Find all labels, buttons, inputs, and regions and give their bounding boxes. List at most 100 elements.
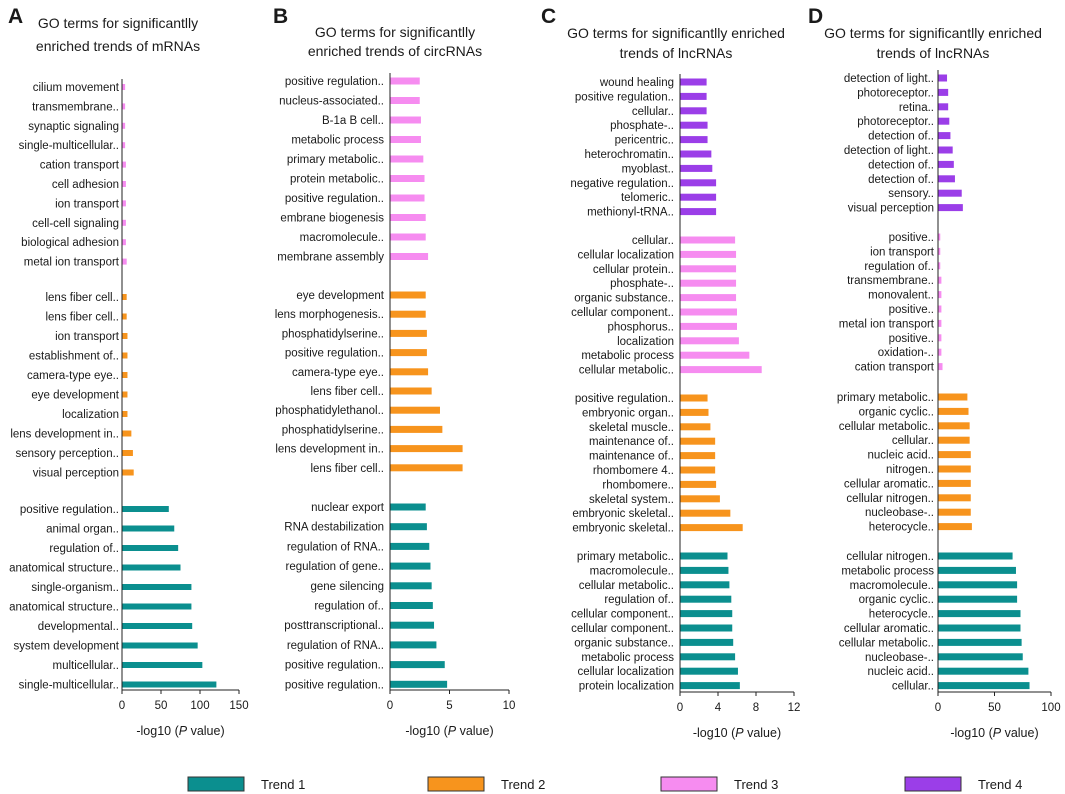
series-trend-1: nuclear export RNA destabilization regulat… — [284, 502, 448, 691]
series-trend-1: positive regulation.. animal organ.. regul… — [9, 504, 217, 692]
category-label: nucleic acid.. — [868, 666, 934, 678]
bar — [390, 175, 425, 182]
legend-swatch — [660, 776, 718, 792]
chart-title-line: GO terms for significantlly — [38, 15, 198, 31]
bar — [680, 566, 729, 574]
category-label: metabolic process — [841, 565, 934, 577]
bar — [680, 265, 737, 273]
bar — [938, 451, 971, 459]
category-label: regulation of.. — [864, 261, 934, 273]
bar — [390, 562, 431, 570]
bar — [390, 425, 443, 433]
bar — [122, 333, 128, 339]
category-label: organic cyclic.. — [859, 594, 934, 606]
category-label: organic cyclic.. — [859, 406, 934, 418]
category-label: positive regulation.. — [285, 193, 384, 205]
bar — [390, 387, 432, 395]
category-label: synaptic signaling — [28, 121, 119, 133]
category-label: membrane assembly — [277, 252, 384, 264]
bar — [938, 117, 950, 125]
bar — [122, 294, 127, 300]
category-label: monovalent.. — [868, 290, 934, 302]
bar — [122, 545, 179, 551]
bar — [680, 236, 736, 244]
category-label: animal organ.. — [46, 524, 119, 536]
category-label: regulation of.. — [314, 601, 384, 613]
panel-letter: C — [541, 5, 556, 28]
panel-letter: A — [8, 5, 23, 28]
category-label: developmental.. — [38, 621, 119, 633]
category-label: phosphate-.. — [610, 120, 674, 132]
category-label: gene silencing — [310, 581, 384, 593]
panel-C: C GO terms for significantlly enriched tre… — [541, 5, 800, 740]
legend: Trend 1 Trend 2 Trend 3 Trend 4 — [187, 776, 1022, 792]
bar — [938, 610, 1021, 618]
chart-title-line: enriched trends of circRNAs — [308, 43, 482, 59]
panel-B: B GO terms for significantlly enriched tre… — [273, 5, 515, 738]
category-label: RNA destabilization — [284, 522, 384, 534]
bar — [390, 406, 440, 414]
category-label: anatomical structure.. — [9, 563, 119, 575]
category-label: positive regulation.. — [20, 504, 119, 516]
category-label: embryonic skeletal.. — [572, 508, 674, 520]
category-label: cellular metabolic.. — [839, 421, 934, 433]
bar — [938, 305, 942, 313]
legend-label: Trend 4 — [978, 777, 1022, 792]
bar — [122, 352, 128, 359]
bar — [390, 214, 426, 221]
category-label: cellular.. — [892, 435, 934, 447]
bar — [122, 84, 126, 90]
bar — [390, 445, 463, 453]
bar — [680, 524, 743, 532]
category-label: sensory.. — [888, 188, 934, 200]
bar — [680, 552, 728, 560]
category-label: primary metabolic.. — [287, 154, 384, 166]
bar — [938, 334, 942, 342]
category-label: anatomical structure.. — [9, 602, 119, 614]
bar — [680, 366, 762, 374]
bar — [938, 262, 941, 270]
bar — [122, 584, 192, 590]
category-label: cell adhesion — [52, 179, 119, 191]
category-label: cellular metabolic.. — [839, 637, 934, 649]
bar — [680, 279, 737, 287]
category-label: metal ion transport — [839, 318, 935, 330]
bar — [938, 479, 971, 487]
category-label: cellular nitrogen.. — [846, 551, 934, 563]
bar — [938, 204, 963, 212]
x-tick-label: 0 — [677, 702, 683, 714]
bar — [938, 494, 971, 502]
x-tick-label: 0 — [387, 700, 393, 712]
category-label: single-multicellular.. — [19, 140, 119, 152]
bar — [390, 194, 425, 202]
bar — [680, 322, 737, 330]
legend-swatch — [427, 776, 485, 792]
bar — [390, 464, 463, 472]
category-label: regulation of RNA.. — [287, 640, 384, 652]
category-label: single-multicellular.. — [19, 680, 119, 692]
chart-title-line: enriched trends of mRNAs — [36, 38, 200, 54]
category-label: maintenance of.. — [589, 451, 674, 463]
category-label: detection of.. — [868, 174, 934, 186]
category-label: transmembrane.. — [847, 275, 934, 287]
bar — [390, 661, 445, 669]
bar — [122, 623, 193, 629]
bar — [680, 179, 717, 187]
bar — [122, 181, 126, 187]
category-label: sensory perception.. — [15, 448, 119, 460]
category-label: lens fiber cell.. — [45, 292, 119, 304]
bar — [390, 116, 421, 124]
bar — [390, 310, 426, 318]
category-label: localization — [617, 336, 674, 348]
category-label: embrane biogenesis — [280, 213, 384, 225]
bar — [680, 610, 733, 618]
series-trend-2: primary metabolic.. organic cyclic.. cellu… — [837, 392, 972, 534]
bar — [122, 603, 192, 610]
category-label: positive regulation.. — [285, 679, 384, 691]
bar — [938, 595, 1018, 603]
bar — [680, 638, 734, 646]
bar — [390, 368, 429, 376]
x-tick-label: 0 — [935, 702, 941, 714]
category-label: heterocycle.. — [869, 522, 934, 534]
